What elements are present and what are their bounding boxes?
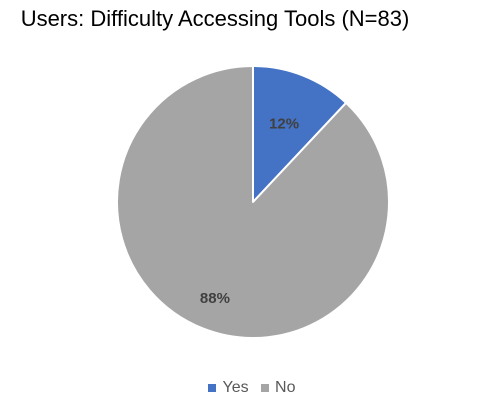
legend: Yes No	[0, 379, 504, 397]
legend-swatch-no	[261, 384, 270, 392]
legend-item-no: No	[261, 379, 296, 397]
pie-slice-yes	[252, 65, 348, 203]
legend-swatch-yes	[208, 384, 217, 392]
pie-slice-no	[116, 65, 390, 339]
data-label-yes: 12%	[269, 116, 299, 133]
data-label-no: 88%	[200, 290, 230, 307]
legend-label-no: No	[275, 379, 296, 396]
pie-data-labels: 12% 88%	[200, 116, 299, 308]
chart-title: Users: Difficulty Accessing Tools (N=83)	[20, 6, 410, 31]
legend-label-yes: Yes	[222, 379, 249, 396]
legend-item-yes: Yes	[208, 379, 249, 397]
pie-slices	[116, 65, 390, 339]
